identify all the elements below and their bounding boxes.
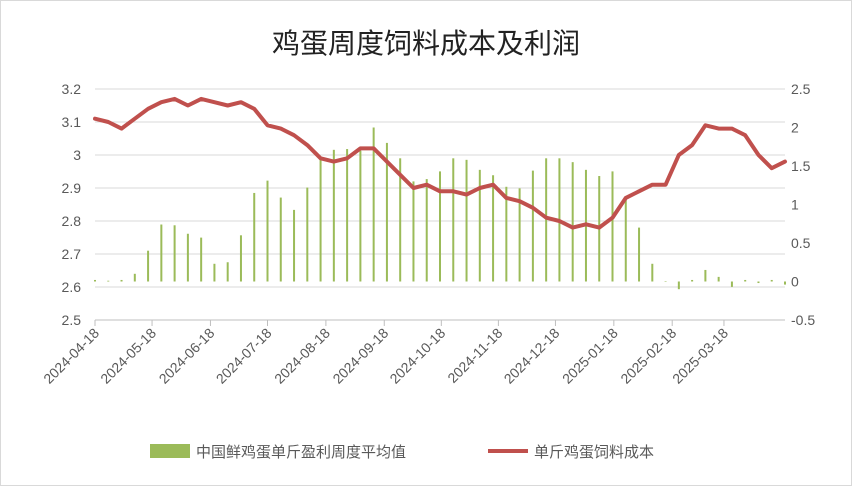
profit-bar [505, 186, 508, 282]
profit-bar [253, 192, 256, 282]
profit-bar [147, 250, 150, 282]
x-tick-label: 2024-12-18 [501, 325, 563, 387]
left-tick-label: 3.2 [62, 81, 82, 97]
right-tick-label: 1 [791, 197, 799, 213]
profit-bar [478, 169, 481, 282]
profit-bar [531, 170, 534, 282]
left-tick-label: 2.9 [62, 180, 82, 196]
right-tick-label: 1.5 [791, 158, 811, 174]
profit-bar [372, 127, 375, 282]
x-tick-label: 2024-11-18 [444, 325, 505, 386]
profit-bar [319, 158, 322, 282]
feed-cost-line [93, 96, 787, 230]
profit-bar [677, 281, 680, 290]
profit-bar [107, 280, 110, 282]
profit-bar [651, 263, 654, 282]
profit-bar [757, 281, 760, 284]
profit-bar [213, 263, 216, 282]
right-tick-label: 0 [791, 274, 799, 290]
profit-bar [717, 276, 720, 282]
profit-bar [239, 235, 242, 282]
profit-bar [664, 281, 667, 282]
profit-bar [173, 225, 176, 282]
profit-bar [770, 279, 773, 282]
left-tick-label: 2.8 [62, 213, 82, 229]
profit-bar [306, 187, 309, 282]
profit-bar [492, 175, 495, 282]
x-tick-label: 2025-03-18 [669, 325, 731, 387]
profit-bar [691, 279, 694, 282]
profit-bar [571, 162, 574, 282]
left-tick-label: 3.1 [62, 114, 82, 130]
legend-bar-swatch [150, 444, 190, 458]
profit-bar [279, 197, 282, 282]
right-tick-label: -0.5 [791, 312, 815, 328]
legend-bar-label: 中国鲜鸡蛋单斤盈利周度平均值 [196, 444, 406, 461]
profit-bar [465, 159, 468, 282]
profit-bar [452, 158, 455, 282]
profit-bar [186, 233, 189, 282]
right-tick-label: 2.5 [791, 81, 811, 97]
profit-bar [332, 149, 335, 282]
profit-bar [120, 279, 123, 282]
legend: 中国鲜鸡蛋单斤盈利周度平均值 单斤鸡蛋饲料成本 [150, 444, 654, 461]
profit-bar [399, 158, 402, 282]
chart-title: 鸡蛋周度饲料成本及利润 [272, 27, 580, 60]
profit-bar [638, 227, 641, 282]
x-axis-ticks: 2024-04-182024-05-182024-06-182024-07-18… [40, 320, 731, 387]
profit-bar [704, 269, 707, 282]
x-tick-label: 2024-06-18 [156, 325, 218, 387]
profit-bar [385, 142, 388, 282]
profit-bars [94, 127, 786, 290]
profit-bar [439, 171, 441, 282]
profit-bar [200, 237, 203, 282]
x-tick-label: 2024-04-18 [40, 325, 102, 387]
legend-line-label: 单斤鸡蛋饲料成本 [534, 444, 654, 461]
left-axis-ticks: 2.5 2.6 2.7 2.8 2.9 3 3.1 3.2 [62, 81, 82, 328]
profit-bar [784, 281, 786, 285]
profit-bar [266, 180, 269, 282]
profit-bar [160, 224, 163, 282]
right-tick-label: 0.5 [791, 235, 811, 251]
profit-bar [518, 188, 521, 282]
feed-cost-line-path [93, 96, 787, 230]
x-tick-label: 2024-07-18 [213, 325, 275, 387]
right-axis-ticks: -0.5 0 0.5 1 1.5 2 2.5 [791, 81, 815, 328]
left-tick-label: 2.6 [62, 279, 82, 295]
profit-bar [293, 209, 296, 282]
profit-bar [744, 279, 747, 282]
profit-bar [545, 158, 548, 282]
profit-bar [624, 197, 627, 282]
left-tick-label: 2.7 [62, 246, 82, 262]
profit-bar [133, 273, 136, 282]
x-tick-label: 2024-08-18 [271, 325, 333, 387]
profit-bar [425, 179, 428, 282]
profit-bar [412, 181, 415, 282]
left-tick-label: 3 [73, 147, 81, 163]
profit-bar [359, 150, 362, 282]
profit-bar [346, 149, 349, 282]
right-tick-label: 2 [791, 120, 799, 136]
left-tick-label: 2.5 [62, 312, 82, 328]
x-tick-label: 2024-05-18 [97, 325, 159, 387]
profit-bar [611, 171, 614, 282]
x-tick-label: 2024-09-18 [329, 325, 391, 387]
profit-bar [226, 262, 229, 282]
x-tick-label: 2025-01-18 [559, 325, 621, 387]
profit-bar [94, 279, 96, 282]
x-tick-label: 2024-10-18 [386, 325, 448, 387]
profit-bar [730, 281, 733, 287]
